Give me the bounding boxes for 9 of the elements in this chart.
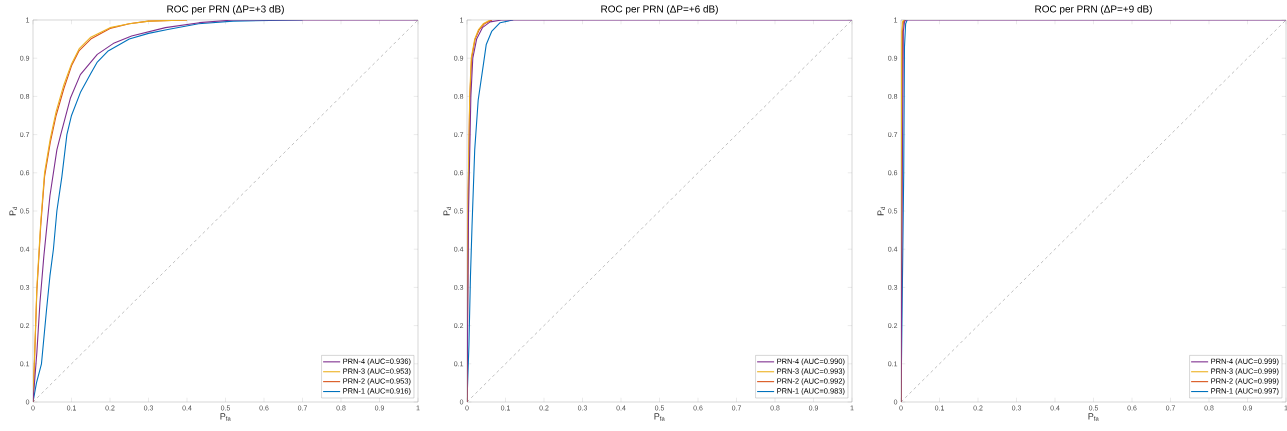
y-axis-title: P$_{d}$	[9, 206, 17, 216]
y-axis-title: P$_{d}$	[443, 206, 451, 216]
chart-title: ROC per PRN (ΔP=+3 dB)	[167, 5, 284, 15]
y-axis-title: P$_{d}$	[877, 206, 885, 216]
x-axis-title: P$_{fa}$	[1088, 413, 1099, 421]
x-axis-title: P$_{fa}$	[220, 413, 231, 421]
chart-title: ROC per PRN (ΔP=+6 dB)	[601, 5, 718, 15]
chart-title: ROC per PRN (ΔP=+9 dB)	[1035, 5, 1152, 15]
x-axis-title: P$_{fa}$	[654, 413, 665, 421]
